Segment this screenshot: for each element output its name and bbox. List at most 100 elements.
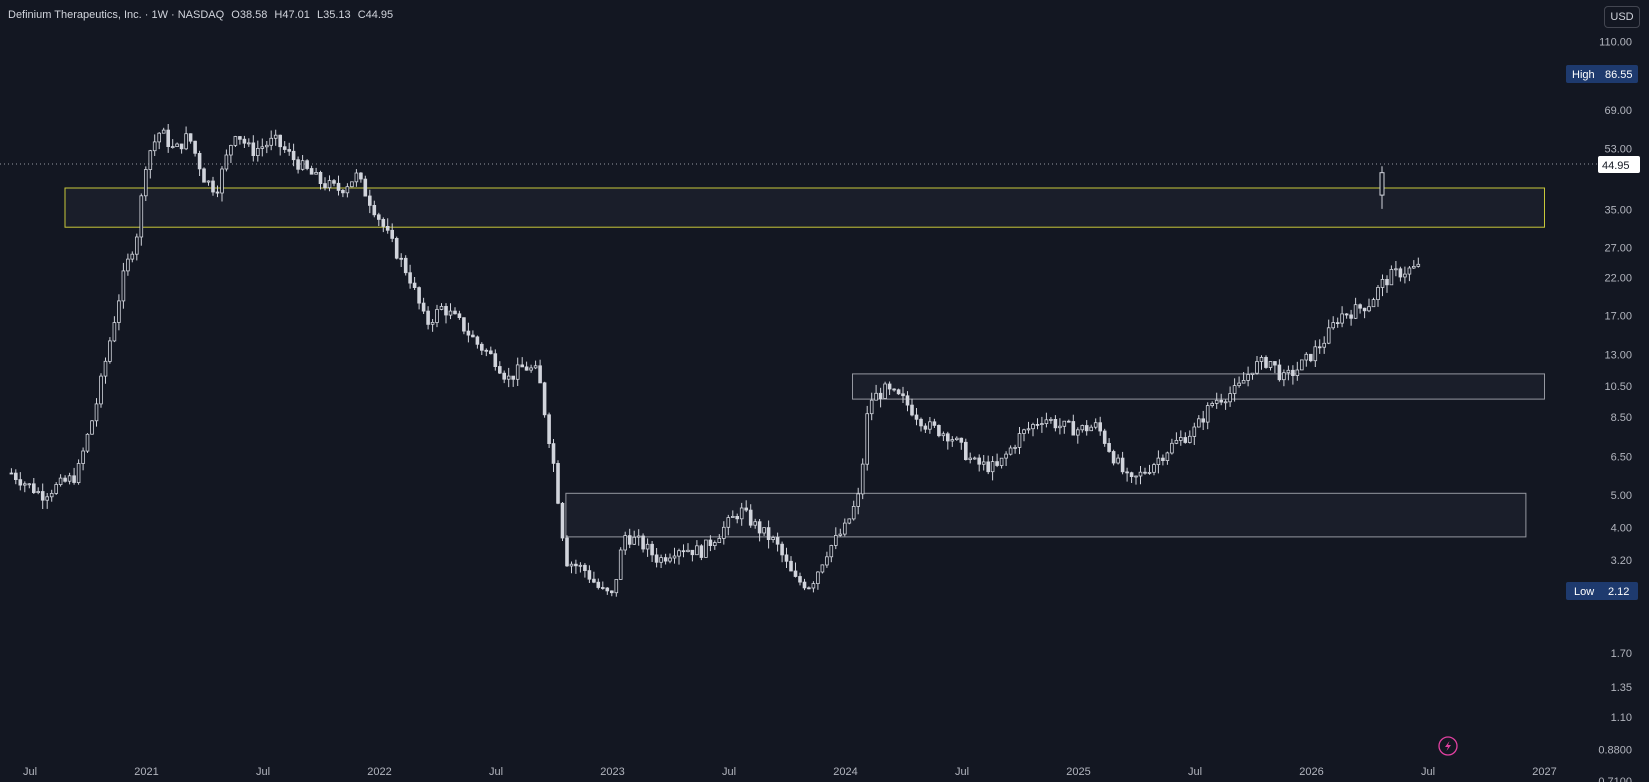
y-tick-label: 27.00 (1604, 243, 1632, 255)
candle-body (457, 313, 462, 318)
candle-body (896, 389, 901, 395)
last-candle-body (1379, 172, 1385, 196)
candle-body (1116, 457, 1120, 464)
candle-body (928, 421, 932, 430)
candle-body (1179, 437, 1183, 441)
candle-body (471, 334, 475, 338)
candle-body (363, 178, 368, 197)
candle-body (986, 461, 990, 473)
candle-body (448, 310, 453, 316)
candle-body (1282, 372, 1286, 381)
candle-body (314, 171, 318, 175)
bolt-icon[interactable] (1438, 736, 1458, 756)
candle-body (744, 507, 748, 511)
candle-body (610, 590, 614, 594)
candle-body (529, 367, 533, 371)
candle-body (515, 364, 520, 380)
ohlc-high: H47.01 (274, 9, 310, 21)
high-marker: High 86.55 (1566, 65, 1638, 83)
candle-body (497, 366, 502, 374)
candle-body (722, 526, 726, 539)
candle-body (946, 433, 950, 442)
candle-body (1371, 299, 1376, 308)
candle-body (1344, 313, 1349, 316)
candle-body (1246, 374, 1250, 381)
candle-body (40, 491, 45, 501)
candle-body (90, 420, 94, 435)
last-price-marker: 44.95 (1598, 156, 1640, 173)
candle-body (1259, 356, 1264, 362)
support-resistance-zone[interactable] (565, 492, 1527, 538)
candle-body (453, 310, 457, 315)
candle-body (533, 365, 538, 369)
candle-body (260, 146, 265, 149)
support-resistance-zone[interactable] (852, 373, 1545, 400)
candle-body (488, 350, 493, 355)
candle-body (1385, 278, 1389, 286)
candle-body (766, 527, 771, 540)
candle-body (408, 272, 412, 284)
candle-body (372, 204, 377, 216)
candle-body (345, 186, 350, 194)
candle-body (869, 399, 874, 415)
candle-body (681, 550, 686, 553)
x-tick-label: Jul (722, 766, 736, 778)
candle-body (1304, 353, 1309, 361)
candle-body (85, 433, 90, 452)
candle-body (1111, 451, 1116, 464)
candle-body (1165, 452, 1170, 461)
candle-body (1067, 420, 1071, 423)
candle-body (417, 287, 421, 304)
candle-body (964, 441, 968, 460)
candle-body (937, 424, 941, 437)
candle-body (309, 168, 314, 175)
candle-body (444, 305, 448, 316)
candle-body (578, 564, 583, 567)
candle-body (910, 404, 914, 416)
low-marker: Low 2.12 (1566, 582, 1638, 600)
candle-body (798, 576, 802, 583)
candle-body (193, 140, 197, 154)
x-tick-label: Jul (1421, 766, 1435, 778)
candle-body (1219, 399, 1224, 403)
candle-body (784, 554, 789, 562)
candle-body (502, 372, 506, 380)
candle-body (18, 479, 23, 486)
candle-body (1353, 304, 1358, 319)
support-resistance-zone[interactable] (64, 187, 1545, 228)
candle-body (1044, 419, 1049, 424)
x-tick-label: Jul (489, 766, 503, 778)
candle-body (224, 154, 229, 170)
currency-button[interactable]: USD (1604, 6, 1640, 28)
candle-body (108, 340, 112, 362)
candle-body (126, 258, 130, 272)
candle-body (699, 545, 704, 558)
candle-body (1049, 418, 1053, 421)
symbol-legend[interactable]: Definium Therapeutics, Inc. · 1W · NASDA… (8, 9, 397, 21)
candle-body (179, 143, 184, 150)
candle-body (605, 587, 610, 592)
candle-body (484, 349, 489, 352)
candle-body (574, 563, 578, 567)
time-axis[interactable]: Jul 2021 Jul 2022 Jul 2023 Jul 2024 Jul 2025 Jul 20… (23, 766, 1557, 778)
candle-body (341, 189, 345, 194)
candle-body (780, 543, 784, 556)
ohlc-low: L35.13 (316, 9, 351, 21)
candle-body (1331, 322, 1336, 329)
candle-body (94, 403, 99, 422)
candle-body (905, 395, 910, 406)
candle-body (623, 535, 627, 551)
candle-body (1188, 435, 1192, 443)
candle-body (843, 522, 847, 535)
candle-body (1201, 418, 1206, 423)
zones-layer (64, 187, 1545, 538)
candle-body (1004, 453, 1008, 459)
candle-body (430, 321, 435, 325)
candle-body (148, 150, 153, 170)
candle-body (251, 142, 256, 156)
candle-body (1362, 307, 1367, 312)
candle-body (981, 461, 986, 465)
candle-body (1367, 306, 1371, 312)
price-axis[interactable]: 110.00 69.00 53.00 35.00 27.00 22.00 17.00 13.0… (1598, 37, 1632, 782)
